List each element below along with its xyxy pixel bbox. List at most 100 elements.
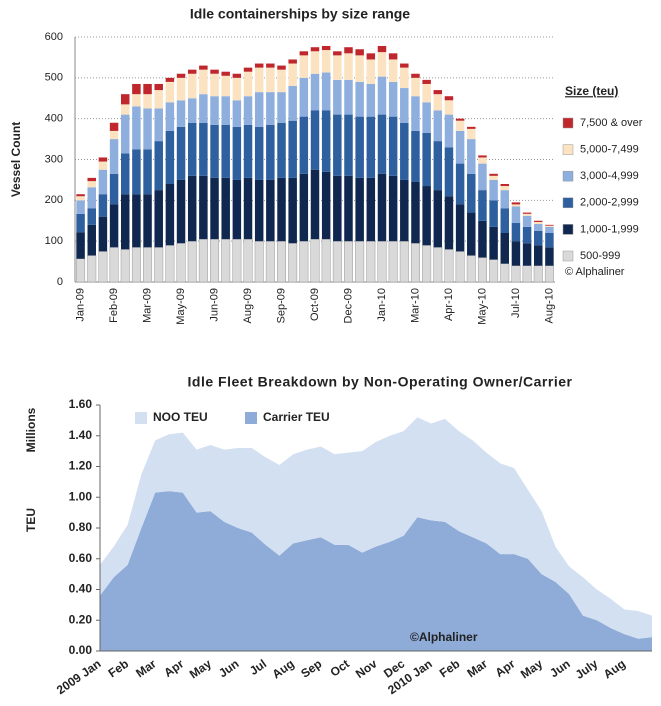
bar-segment bbox=[221, 124, 230, 178]
bar-segment bbox=[321, 50, 331, 73]
bar-segment bbox=[321, 238, 331, 283]
bar-segment bbox=[132, 94, 141, 107]
bar-segment bbox=[489, 259, 499, 283]
bar-segment bbox=[344, 79, 353, 115]
bar-segment bbox=[120, 94, 130, 105]
x-tick-label: May-09 bbox=[175, 288, 187, 325]
chart-title: Idle containerships by size range bbox=[190, 6, 410, 22]
x-tick-label: Dec-09 bbox=[342, 288, 354, 323]
bar-segment bbox=[299, 116, 309, 174]
bar-segment bbox=[232, 179, 242, 240]
bar-segment bbox=[400, 63, 409, 68]
bar-segment bbox=[489, 173, 498, 176]
bar-segment bbox=[98, 161, 108, 170]
bar-segment bbox=[511, 241, 521, 266]
bar-segment bbox=[120, 194, 130, 250]
bar-segment bbox=[400, 122, 409, 180]
bar-segment bbox=[522, 243, 532, 266]
bar-segment bbox=[243, 177, 253, 240]
bar-segment bbox=[489, 200, 498, 227]
bar-segment bbox=[176, 242, 186, 283]
y-tick-label: 0.80 bbox=[69, 520, 93, 534]
x-tick-label: Aug bbox=[270, 657, 297, 682]
bar-segment bbox=[165, 81, 175, 103]
bar-segment bbox=[221, 96, 230, 125]
bar-segment bbox=[165, 130, 175, 184]
legend-swatch bbox=[245, 412, 257, 424]
bar-segment bbox=[455, 163, 465, 205]
bar-segment bbox=[422, 186, 431, 246]
bar-segment bbox=[288, 177, 297, 244]
bar-segment bbox=[533, 265, 543, 283]
bar-segment bbox=[355, 240, 365, 283]
bar-segment bbox=[277, 177, 286, 242]
bar-segment bbox=[544, 265, 554, 283]
bar-segment bbox=[154, 247, 164, 283]
bar-segment bbox=[109, 173, 119, 205]
bar-segment bbox=[277, 92, 286, 123]
bar-segment bbox=[288, 120, 297, 178]
bar-segment bbox=[120, 104, 130, 115]
bar-segment bbox=[266, 67, 275, 93]
bar-segment bbox=[355, 177, 364, 242]
bar-segment bbox=[522, 226, 532, 244]
bar-segment bbox=[455, 204, 465, 252]
bar-segment bbox=[165, 102, 175, 131]
x-tick-label: Feb-09 bbox=[108, 288, 120, 323]
x-tick-label: Mar-10 bbox=[409, 288, 421, 323]
bar-segment bbox=[534, 224, 543, 231]
bar-segment bbox=[545, 226, 554, 233]
bar-segment bbox=[388, 81, 398, 117]
bar-segment bbox=[455, 251, 465, 283]
bar-segment bbox=[165, 184, 175, 246]
bar-segment bbox=[87, 177, 96, 182]
bar-segment bbox=[444, 249, 454, 283]
y-tick-label: 600 bbox=[45, 31, 63, 43]
bar-segment bbox=[400, 67, 409, 89]
x-tick-label: 2009 Jan bbox=[54, 657, 104, 698]
bar-segment bbox=[489, 179, 498, 201]
y-tick-label: 300 bbox=[45, 153, 63, 165]
bar-segment bbox=[288, 59, 297, 64]
bar-segment bbox=[199, 65, 208, 70]
bar-segment bbox=[254, 179, 264, 242]
legend-label: 5,000-7,499 bbox=[580, 144, 639, 156]
bar-segment bbox=[366, 177, 376, 242]
bar-segment bbox=[444, 196, 454, 250]
area bbox=[100, 417, 652, 639]
legend-label: NOO TEU bbox=[153, 410, 208, 424]
bar-segment bbox=[467, 173, 476, 213]
bar-segment bbox=[266, 92, 275, 125]
bar-segment bbox=[433, 90, 443, 95]
bar-segment bbox=[355, 55, 364, 82]
bar-segment bbox=[299, 51, 309, 56]
bar-segment bbox=[76, 200, 85, 214]
bar-segment bbox=[143, 83, 152, 95]
x-tick-label: Jan-09 bbox=[74, 288, 86, 322]
bar-segment bbox=[321, 110, 331, 172]
legend-label: 7,500 & over bbox=[580, 117, 643, 129]
bar-segment bbox=[120, 249, 130, 283]
bar-segment bbox=[333, 55, 342, 80]
y-tick-label: 1.40 bbox=[69, 428, 93, 442]
legend-swatch bbox=[562, 170, 574, 182]
bar-segment bbox=[132, 149, 141, 195]
bar-segment bbox=[366, 53, 376, 60]
bar-segment bbox=[321, 45, 331, 51]
annotation: © Alphaliner bbox=[565, 266, 625, 278]
bar-segment bbox=[176, 77, 186, 101]
bar-segment bbox=[433, 190, 443, 248]
y-tick-label: 0.20 bbox=[69, 612, 93, 626]
bar-segment bbox=[109, 130, 119, 140]
y-tick-label: 1.00 bbox=[69, 489, 93, 503]
x-tick-label: Mar bbox=[133, 656, 159, 680]
bar-segment bbox=[344, 175, 353, 242]
bar-segment bbox=[534, 230, 543, 246]
y-axis-label: TEU bbox=[24, 508, 38, 532]
bar-segment bbox=[98, 157, 108, 162]
bar-segment bbox=[444, 147, 454, 197]
bar-segment bbox=[522, 265, 532, 283]
y-tick-label: 100 bbox=[45, 235, 63, 247]
bar-segment bbox=[534, 220, 543, 222]
bar-segment bbox=[411, 77, 420, 97]
